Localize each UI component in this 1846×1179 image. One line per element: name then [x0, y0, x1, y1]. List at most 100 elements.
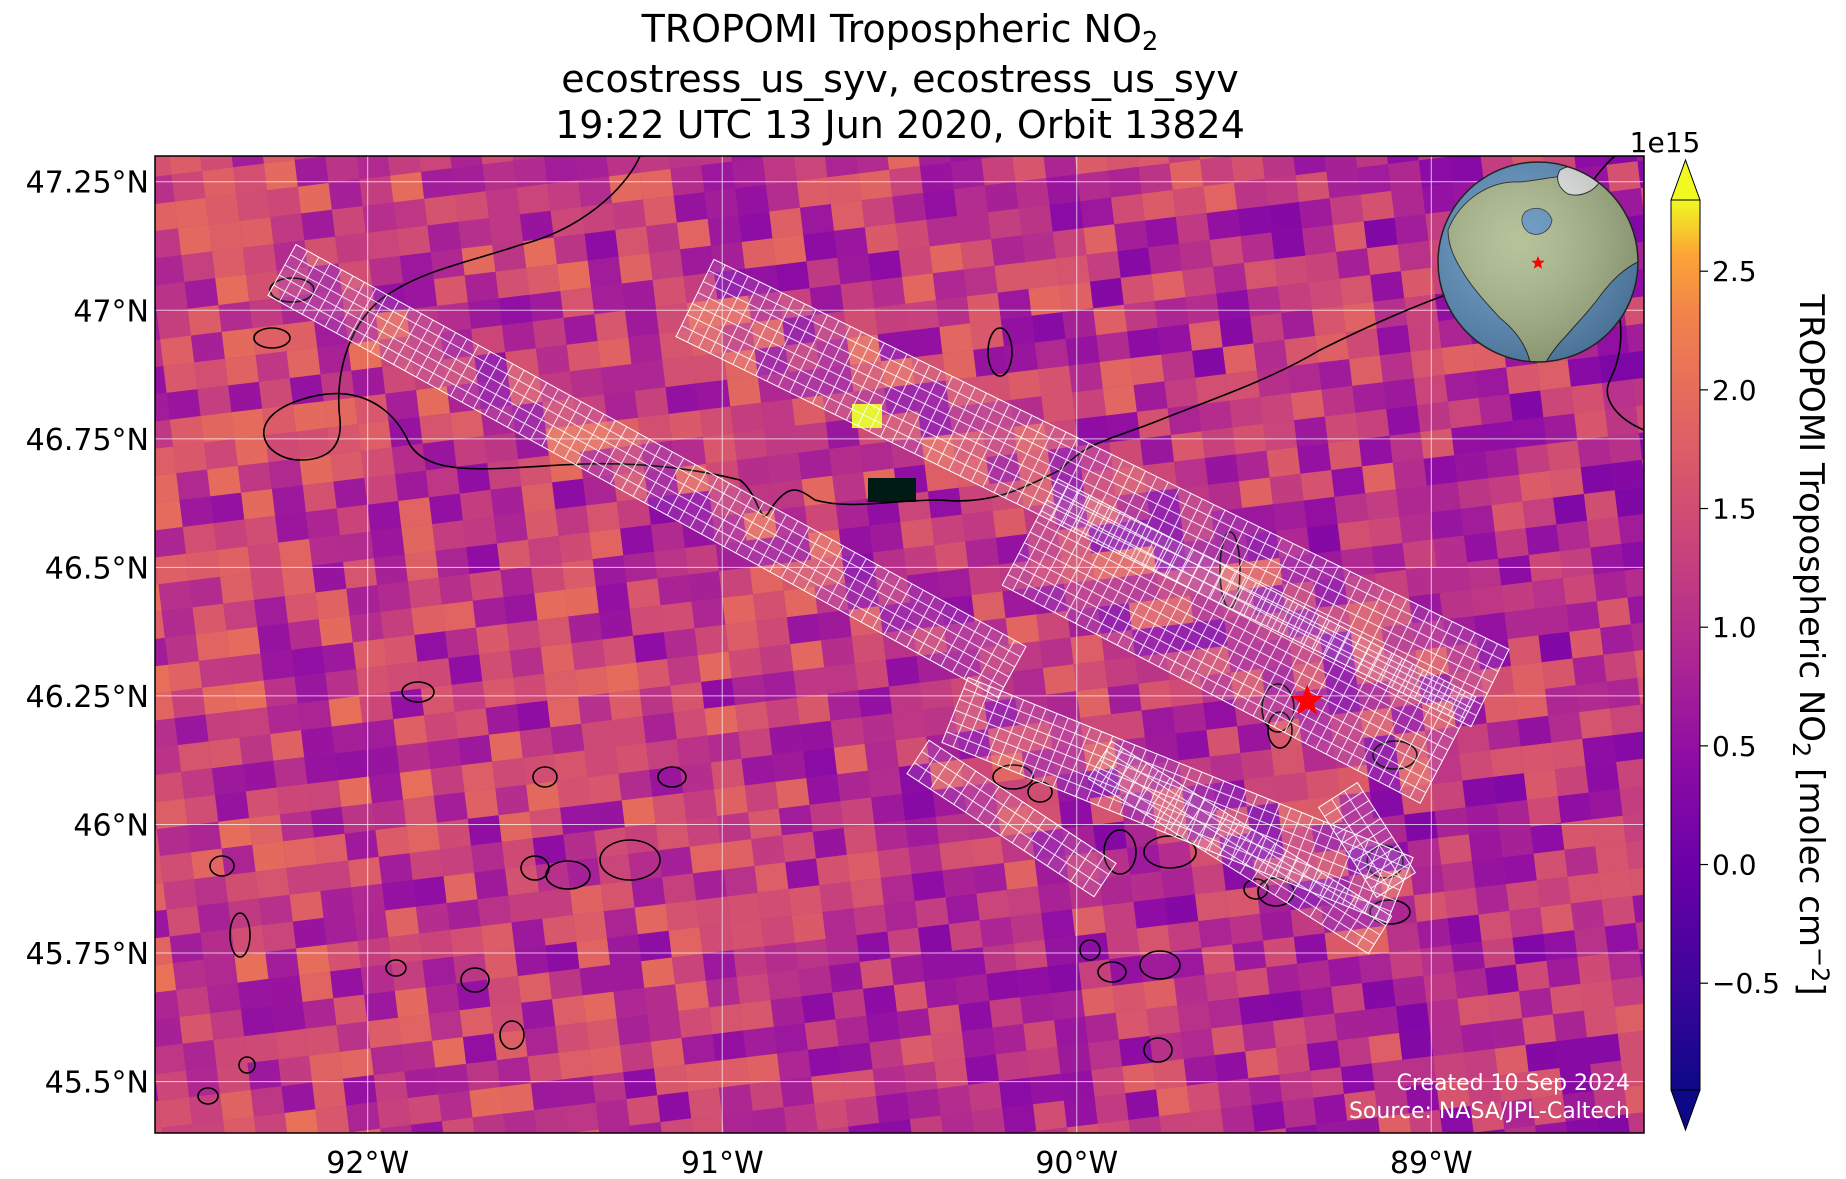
- footprint-cell-line: [777, 309, 817, 387]
- no2-pixel: [160, 335, 195, 367]
- no2-pixel: [968, 1081, 1003, 1112]
- no2-pixel: [196, 1147, 230, 1178]
- no2-pixel: [176, 986, 211, 1017]
- no2-pixel: [539, 888, 573, 919]
- no2-pixel: [960, 239, 995, 270]
- no2-pixel: [1214, 1051, 1249, 1083]
- no2-pixel: [1567, 873, 1602, 904]
- no2-pixel: [297, 699, 332, 731]
- no2-pixel: [354, 393, 389, 425]
- no2-pixel: [686, 816, 721, 847]
- footprint-cell-line: [404, 319, 434, 372]
- no2-pixel: [628, 850, 663, 881]
- title-line-1-subscript: 2: [1142, 27, 1159, 57]
- no2-pixel: [1077, 170, 1111, 202]
- no2-pixel: [1111, 193, 1145, 225]
- no2-pixel: [948, 920, 983, 951]
- no2-pixel: [1049, 717, 1084, 749]
- no2-pixel: [841, 1069, 876, 1100]
- no2-pixel: [207, 465, 242, 497]
- no2-pixel: [344, 830, 379, 861]
- no2-pixel: [621, 279, 656, 311]
- no2-pixel: [660, 601, 695, 633]
- footprint-cell-line: [1358, 845, 1399, 871]
- colorbar-extend-min: [1670, 1089, 1701, 1132]
- no2-pixel: [809, 284, 844, 315]
- no2-pixel: [102, 887, 136, 918]
- no2-pixel: [1593, 1087, 1628, 1118]
- no2-pixel: [1596, 597, 1631, 628]
- no2-pixel: [1383, 378, 1418, 409]
- footprint-cell-line: [1095, 465, 1135, 543]
- no2-pixel: [869, 1038, 904, 1070]
- no2-pixel: [971, 1108, 1006, 1133]
- no2-pixel: [1089, 277, 1124, 309]
- no2-pixel: [210, 492, 245, 524]
- no2-pixel: [247, 542, 282, 574]
- no2-pixel: [283, 320, 318, 352]
- no2-pixel: [1186, 1082, 1221, 1113]
- no2-pixel: [493, 512, 528, 544]
- no2-pixel: [749, 563, 784, 595]
- no2-pixel: [914, 897, 949, 928]
- no2-pixel: [179, 496, 214, 527]
- no2-pixel: [598, 1125, 631, 1133]
- no2-pixel: [177, 741, 212, 772]
- no2-pixel: [1086, 251, 1121, 282]
- no2-pixel: [503, 593, 538, 624]
- no2-pixel: [493, 1029, 528, 1061]
- no2-pixel: [958, 1000, 993, 1032]
- no2-pixel: [1138, 163, 1173, 194]
- no2-pixel: [858, 686, 893, 718]
- no2-pixel: [770, 479, 805, 511]
- no2-pixel: [798, 449, 833, 480]
- no2-pixel: [981, 156, 1016, 186]
- no2-pixel: [216, 546, 251, 577]
- no2-pixel: [424, 195, 459, 226]
- no2-pixel: [1284, 336, 1319, 367]
- no2-pixel: [793, 156, 828, 181]
- no2-pixel: [263, 676, 298, 708]
- no2-pixel: [224, 355, 259, 386]
- footprint-cell-line: [1324, 791, 1364, 817]
- no2-pixel: [947, 648, 982, 680]
- no2-pixel: [1371, 543, 1406, 574]
- no2-pixel: [1141, 190, 1176, 221]
- no2-pixel: [1527, 796, 1562, 827]
- no2-pixel: [644, 984, 679, 1015]
- footprint-cell-line: [1105, 750, 1387, 927]
- no2-pixel: [174, 714, 209, 746]
- no2-pixel: [1157, 324, 1192, 355]
- no2-pixel: [1366, 244, 1401, 275]
- no2-pixel: [668, 927, 703, 958]
- no2-pixel: [1574, 156, 1607, 169]
- no2-pixel: [801, 475, 836, 507]
- no2-pixel: [672, 437, 706, 468]
- no2-pixel: [1091, 549, 1126, 581]
- no2-pixel: [1365, 489, 1400, 520]
- no2-pixel: [1374, 569, 1409, 601]
- no2-pixel: [1206, 209, 1241, 240]
- lake-outline: [1103, 829, 1137, 875]
- no2-pixel: [433, 792, 468, 823]
- no2-pixel: [100, 615, 134, 646]
- no2-pixel: [817, 609, 852, 641]
- no2-pixel: [1608, 949, 1643, 981]
- no2-pixel: [378, 853, 413, 884]
- no2-pixel: [1263, 936, 1298, 968]
- no2-pixel: [1188, 320, 1223, 351]
- no2-pixel: [1352, 382, 1387, 413]
- no2-pixel: [372, 799, 407, 831]
- no2-pixel: [961, 510, 996, 542]
- no2-pixel: [1240, 232, 1275, 263]
- no2-pixel: [897, 1008, 931, 1039]
- lake-outline: [460, 967, 490, 993]
- no2-pixel: [1177, 484, 1212, 516]
- no2-pixel: [155, 500, 183, 531]
- no2-pixel: [898, 246, 933, 278]
- no2-pixel: [1281, 309, 1316, 340]
- no2-pixel: [532, 834, 567, 866]
- no2-pixel: [155, 718, 178, 748]
- no2-pixel: [271, 1002, 306, 1033]
- no2-pixel: [1473, 612, 1508, 643]
